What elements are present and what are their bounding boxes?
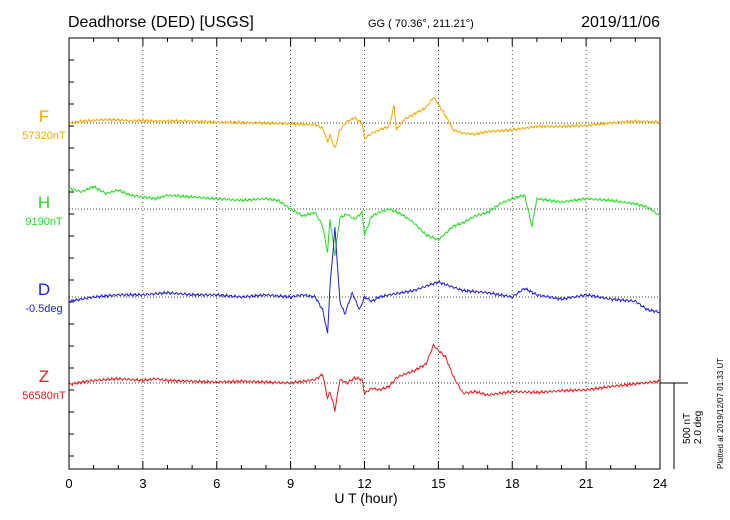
series-line-d — [68, 227, 661, 334]
x-tick-label-21: 21 — [579, 476, 593, 491]
x-tick-label-15: 15 — [431, 476, 445, 491]
baseline-guides — [69, 122, 660, 384]
series-line-h — [68, 185, 661, 256]
plotted-note: Plotted at 2019/12/07 01:33 UT — [716, 358, 725, 469]
axis-ticks — [68, 38, 661, 469]
x-tick-labels: 0 3 6 9 12 15 18 21 24 — [65, 476, 667, 491]
series-lines — [68, 97, 661, 412]
series-name-d: D — [38, 280, 50, 299]
x-axis-label: U T (hour) — [334, 490, 397, 506]
series-line-f — [68, 97, 661, 149]
series-baseline-f: 57320nT — [22, 130, 66, 142]
x-tick-label-24: 24 — [653, 476, 667, 491]
series-baseline-h: 9190nT — [25, 216, 63, 228]
scale-bar-nt-label: 500 nT — [682, 413, 693, 444]
series-line-z — [68, 343, 661, 412]
x-tick-label-18: 18 — [505, 476, 519, 491]
station-title: Deadhorse (DED) [USGS] — [68, 14, 254, 31]
x-tick-label-9: 9 — [287, 476, 294, 491]
x-tick-label-0: 0 — [65, 476, 72, 491]
series-name-h: H — [38, 193, 50, 212]
date-label: 2019/11/06 — [581, 14, 660, 31]
scale-bar-deg-label: 2.0 deg — [693, 411, 704, 444]
x-tick-label-12: 12 — [357, 476, 371, 491]
series-baseline-d: -0.5deg — [25, 303, 62, 315]
series-baseline-z: 56580nT — [22, 390, 66, 402]
x-tick-label-6: 6 — [213, 476, 220, 491]
vertical-grid — [142, 38, 587, 469]
series-name-f: F — [39, 107, 49, 126]
series-labels: F 57320nT H 9190nT D -0.5deg Z 56580nT — [22, 107, 66, 402]
station-coords: GG ( 70.36°, 211.21°) — [368, 18, 474, 30]
series-name-z: Z — [39, 367, 49, 386]
x-tick-label-3: 3 — [139, 476, 146, 491]
